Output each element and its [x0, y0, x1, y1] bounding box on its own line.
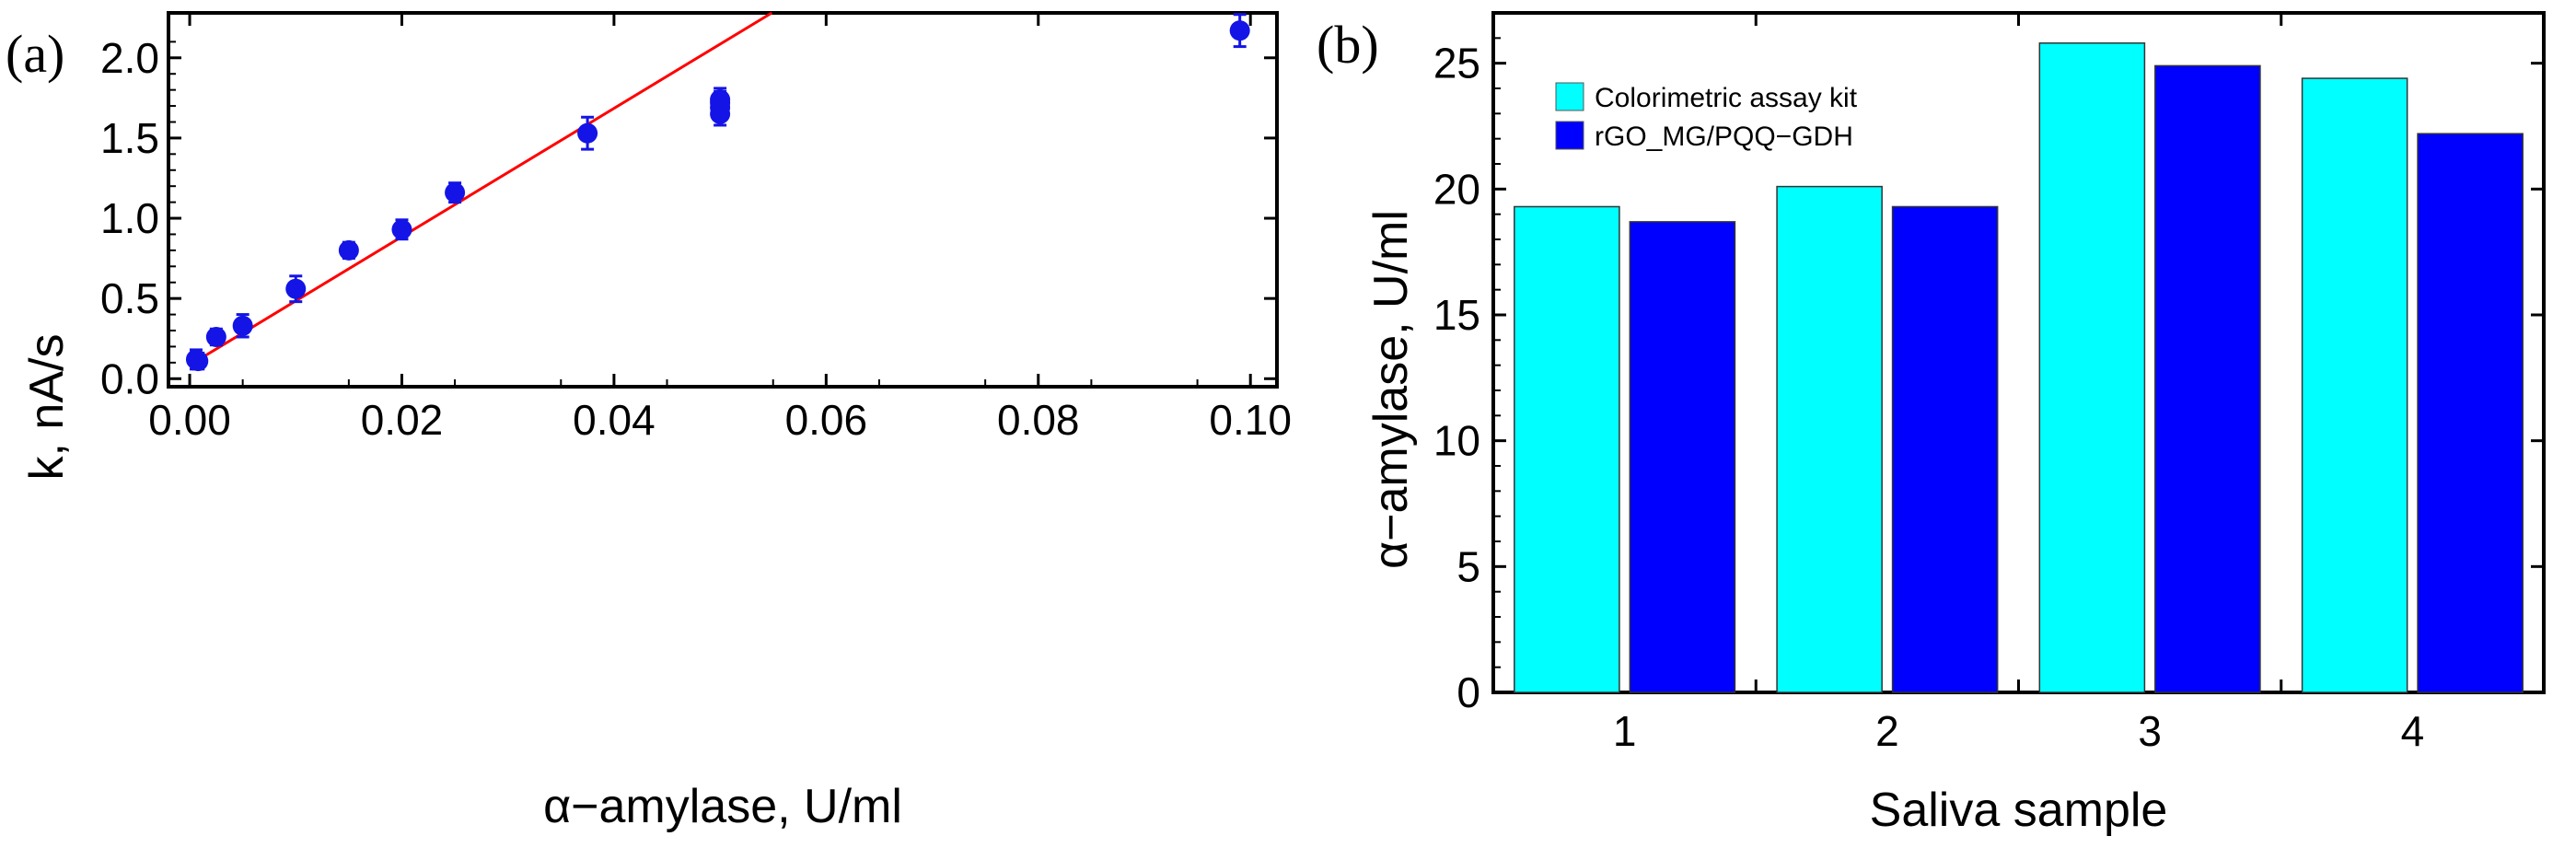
- data-point-13: [1229, 13, 1250, 49]
- panel-a-y-axis-title: k, nA/s: [20, 334, 74, 481]
- legend-swatch-rgo-mg-pqq-gdh: [1555, 121, 1584, 150]
- x-tick-label: 0.04: [573, 396, 656, 444]
- data-point-6: [391, 218, 412, 241]
- x-tick-label: 0.08: [997, 396, 1080, 444]
- point-marker: [188, 351, 209, 372]
- panel-a-label: (a): [6, 24, 64, 84]
- panel-a-plot-frame: [167, 11, 1279, 389]
- y-tick-label: 0: [1456, 668, 1480, 716]
- panel-a-fit-line: [194, 11, 773, 364]
- y-tick-label: 0.5: [100, 274, 159, 322]
- y-tick-label: 5: [1456, 542, 1480, 590]
- bar-rgo-sample-3: [2154, 64, 2261, 693]
- legend-swatch-colorimetric: [1555, 82, 1584, 111]
- x-tick-label: 0.00: [148, 396, 231, 444]
- x-tick-label: 0.10: [1209, 396, 1292, 444]
- bar-rgo-sample-1: [1629, 221, 1736, 693]
- x-tick-label: 0.02: [361, 396, 444, 444]
- x-tick-label: 2: [1875, 707, 1899, 755]
- data-point-7: [445, 181, 466, 204]
- data-point-4: [285, 274, 307, 304]
- panel-b-ticks: [1493, 13, 2544, 694]
- point-marker: [391, 219, 412, 240]
- panel-b-bar-chart: (b) 1 2 3 4 0 5 10 15 20 25 Colorimetric assay k…: [1317, 11, 2546, 837]
- panel-b-bars: [1514, 42, 2524, 693]
- bar-rgo-sample-2: [1891, 205, 1999, 693]
- point-marker: [205, 326, 226, 347]
- x-tick-label: 0.06: [785, 396, 868, 444]
- x-tick-label: 4: [2401, 707, 2425, 755]
- panel-a-y-tick-labels: 0.0 0.5 1.0 1.5 2.0: [100, 34, 159, 402]
- y-tick-label: 1.5: [100, 114, 159, 162]
- bar-rgo-sample-4: [2417, 133, 2524, 693]
- y-tick-label: 2.0: [100, 34, 159, 82]
- point-marker: [710, 89, 731, 110]
- point-marker: [338, 239, 359, 261]
- x-tick-label: 1: [1613, 707, 1637, 755]
- y-tick-label: 20: [1433, 165, 1480, 213]
- y-tick-label: 0.0: [100, 354, 159, 402]
- panel-a-scatter-chart: (a) 0.00 0.02 0.04 0.06 0.08 0.10 0.0 0.5 1.0 1.…: [6, 11, 1292, 833]
- y-tick-label: 15: [1433, 291, 1480, 339]
- panel-b-legend: Colorimetric assay kit rGO_MG/PQQ−GDH: [1555, 82, 1858, 152]
- bar-colorimetric-sample-1: [1514, 205, 1620, 693]
- data-point-3: [232, 313, 253, 339]
- x-tick-label: 3: [2138, 707, 2162, 755]
- legend-label-rgo-mg-pqq-gdh: rGO_MG/PQQ−GDH: [1595, 122, 1853, 152]
- data-point-8: [577, 115, 598, 151]
- panel-b-y-axis-title: α−amylase, U/ml: [1364, 210, 1418, 569]
- y-tick-label: 1.0: [100, 194, 159, 242]
- bar-colorimetric-sample-3: [2038, 42, 2146, 693]
- data-point-2: [205, 326, 226, 347]
- data-point-5: [338, 239, 359, 261]
- data-point-12: [710, 87, 731, 112]
- panel-b-x-tick-labels: 1 2 3 4: [1613, 707, 2424, 755]
- point-marker: [577, 122, 598, 144]
- y-tick-label: 25: [1433, 40, 1480, 87]
- bar-colorimetric-sample-4: [2301, 77, 2408, 693]
- legend-label-colorimetric: Colorimetric assay kit: [1595, 83, 1858, 113]
- point-marker: [445, 182, 466, 203]
- data-point-1: [188, 351, 209, 372]
- panel-b-x-axis-title: Saliva sample: [1870, 784, 2168, 837]
- panel-a-x-axis-title: α−amylase, U/ml: [543, 780, 902, 833]
- point-marker: [285, 278, 307, 299]
- y-tick-label: 10: [1433, 417, 1480, 465]
- panel-b-y-tick-labels: 0 5 10 15 20 25: [1433, 40, 1480, 716]
- point-marker: [232, 315, 253, 336]
- panel-a-data-points: [185, 13, 1250, 372]
- point-marker: [1229, 20, 1250, 41]
- panel-a-ticks: [168, 13, 1277, 387]
- bar-colorimetric-sample-2: [1776, 185, 1883, 693]
- panel-a-x-tick-labels: 0.00 0.02 0.04 0.06 0.08 0.10: [148, 396, 1292, 444]
- panel-b-label: (b): [1317, 15, 1379, 75]
